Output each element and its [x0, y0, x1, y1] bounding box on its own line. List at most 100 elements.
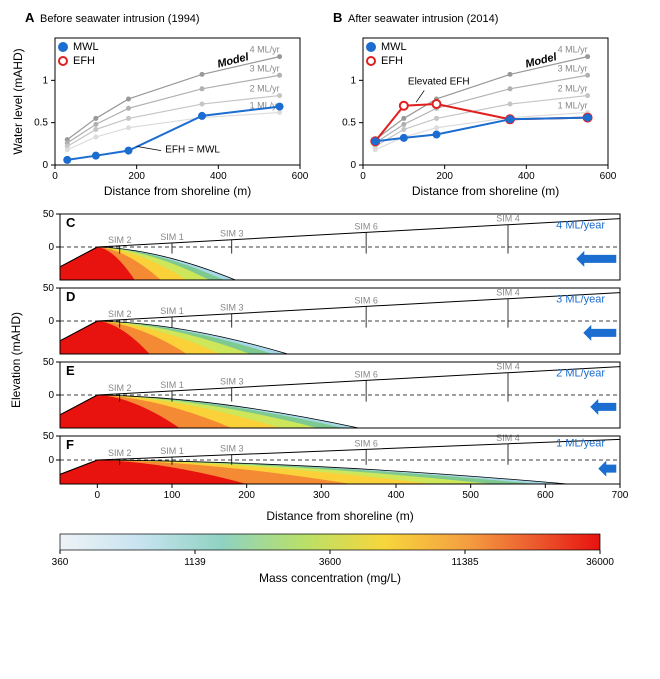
- panel-A: 020040060000.51Distance from shoreline (…: [10, 10, 310, 200]
- svg-text:0: 0: [48, 242, 54, 253]
- svg-text:0: 0: [42, 160, 48, 171]
- svg-text:50: 50: [43, 358, 55, 368]
- sim-label: SIM 4: [496, 288, 520, 298]
- xlabel: Distance from shoreline (m): [412, 184, 559, 198]
- colorbar: 360 1139 3600 11385 36000 Mass concentration …: [10, 526, 630, 586]
- panel-letter: C: [66, 215, 76, 230]
- sim-label: SIM 3: [220, 377, 244, 387]
- legend-label: EFH: [73, 55, 95, 67]
- sim-label: SIM 4: [496, 214, 520, 224]
- svg-text:1: 1: [350, 75, 356, 86]
- svg-text:0: 0: [48, 316, 54, 327]
- svg-text:50: 50: [43, 210, 55, 220]
- flux-label: 1 ML/year: [556, 438, 605, 450]
- annotation: Elevated EFH: [408, 77, 470, 88]
- svg-text:50: 50: [43, 432, 55, 442]
- legend-marker: [367, 43, 375, 51]
- flux-arrow-icon: [576, 251, 616, 267]
- panel-letter: E: [66, 363, 75, 378]
- panel-title: After seawater intrusion (2014): [348, 13, 498, 25]
- svg-text:0: 0: [48, 390, 54, 401]
- sections-wrap: SIM 2SIM 1SIM 3SIM 6SIM 4050C4 ML/yearSI…: [10, 210, 650, 506]
- model-series-label: 4 ML/yr: [250, 45, 280, 55]
- legend-label: MWL: [73, 41, 99, 53]
- svg-text:600: 600: [600, 171, 617, 182]
- legend-marker: [59, 43, 67, 51]
- section-D: SIM 2SIM 1SIM 3SIM 6SIM 4050D3 ML/year: [10, 284, 630, 358]
- sim-label: SIM 6: [354, 438, 378, 448]
- flux-label: 2 ML/year: [556, 368, 605, 380]
- section-E: SIM 2SIM 1SIM 3SIM 6SIM 4050E2 ML/year: [10, 358, 630, 432]
- annotation: EFH = MWL: [165, 144, 220, 155]
- model-series-label: 2 ML/yr: [250, 84, 280, 94]
- svg-text:400: 400: [210, 171, 227, 182]
- svg-text:600: 600: [292, 171, 309, 182]
- model-line: [375, 57, 587, 140]
- sections-ylabel: Elevation (mAHD): [10, 312, 23, 408]
- section-F: SIM 2SIM 1SIM 3SIM 6SIM 4050010020030040…: [10, 432, 630, 506]
- svg-text:50: 50: [43, 284, 55, 294]
- svg-text:700: 700: [612, 490, 629, 501]
- sim-label: SIM 2: [108, 309, 132, 319]
- sim-label: SIM 6: [354, 221, 378, 231]
- svg-text:0.5: 0.5: [34, 118, 48, 129]
- svg-text:400: 400: [388, 490, 405, 501]
- svg-text:0: 0: [360, 171, 366, 182]
- colorbar-tick: 360: [52, 557, 69, 568]
- sim-label: SIM 4: [496, 362, 520, 372]
- panel-title: Before seawater intrusion (1994): [40, 13, 200, 25]
- ylabel: Water level (mAHD): [11, 48, 25, 154]
- sim-label: SIM 1: [160, 232, 184, 242]
- sim-label: SIM 6: [354, 295, 378, 305]
- colorbar-title: Mass concentration (mg/L): [259, 571, 401, 585]
- section-C: SIM 2 SIM 1 SIM 3 SIM 6 SIM 4 0 50 C 4 ML/year: [10, 210, 630, 284]
- sim-label: SIM 1: [160, 446, 184, 456]
- sim-label: SIM 3: [220, 229, 244, 239]
- flux-arrow-icon: [583, 325, 616, 341]
- colorbar-tick: 36000: [586, 557, 614, 568]
- svg-text:300: 300: [313, 490, 330, 501]
- legend-marker: [59, 57, 67, 65]
- sim-label: SIM 3: [220, 444, 244, 454]
- xlabel: Distance from shoreline (m): [104, 184, 251, 198]
- svg-text:200: 200: [436, 171, 453, 182]
- svg-text:0: 0: [350, 160, 356, 171]
- sim-label: SIM 1: [160, 306, 184, 316]
- panel-B: 0 200 400 600 0 0.5 1 Distance from shoreline (…: [318, 10, 618, 200]
- model-series-label: 4 ML/yr: [558, 45, 588, 55]
- svg-text:400: 400: [518, 171, 535, 182]
- top-row: 0 200 400 600 0 0.5 1 Distance from shoreline (…: [10, 10, 650, 200]
- svg-text:0: 0: [48, 455, 54, 466]
- svg-text:1: 1: [42, 75, 48, 86]
- flux-label: 3 ML/year: [556, 294, 605, 306]
- svg-text:100: 100: [164, 490, 181, 501]
- legend-marker: [367, 57, 375, 65]
- sections-xlabel: Distance from shoreline (m): [266, 509, 413, 523]
- svg-text:600: 600: [537, 490, 554, 501]
- panel-letter: B: [333, 10, 342, 25]
- sim-label: SIM 2: [108, 448, 132, 458]
- legend-label: EFH: [381, 55, 403, 67]
- colorbar-tick: 3600: [319, 557, 342, 568]
- svg-text:200: 200: [128, 171, 145, 182]
- flux-arrow-icon: [598, 461, 616, 477]
- svg-text:200: 200: [238, 490, 255, 501]
- sim-label: SIM 6: [354, 369, 378, 379]
- model-series-label: 3 ML/yr: [558, 63, 588, 73]
- model-series-label: 2 ML/yr: [558, 84, 588, 94]
- sim-label: SIM 2: [108, 235, 132, 245]
- model-line: [67, 57, 279, 140]
- model-series-label: 1 ML/yr: [558, 101, 588, 111]
- model-series-label: 3 ML/yr: [250, 63, 280, 73]
- colorbar-tick: 11385: [451, 557, 479, 568]
- flux-arrow-icon: [590, 399, 616, 415]
- panel-letter: D: [66, 289, 75, 304]
- sim-label: SIM 2: [108, 383, 132, 393]
- svg-text:500: 500: [462, 490, 479, 501]
- colorbar-tick: 1139: [184, 557, 206, 568]
- legend-label: MWL: [381, 41, 407, 53]
- panel-letter: A: [25, 10, 35, 25]
- svg-text:0: 0: [95, 490, 101, 501]
- flux-label: 4 ML/year: [556, 220, 605, 232]
- svg-text:0.5: 0.5: [342, 118, 356, 129]
